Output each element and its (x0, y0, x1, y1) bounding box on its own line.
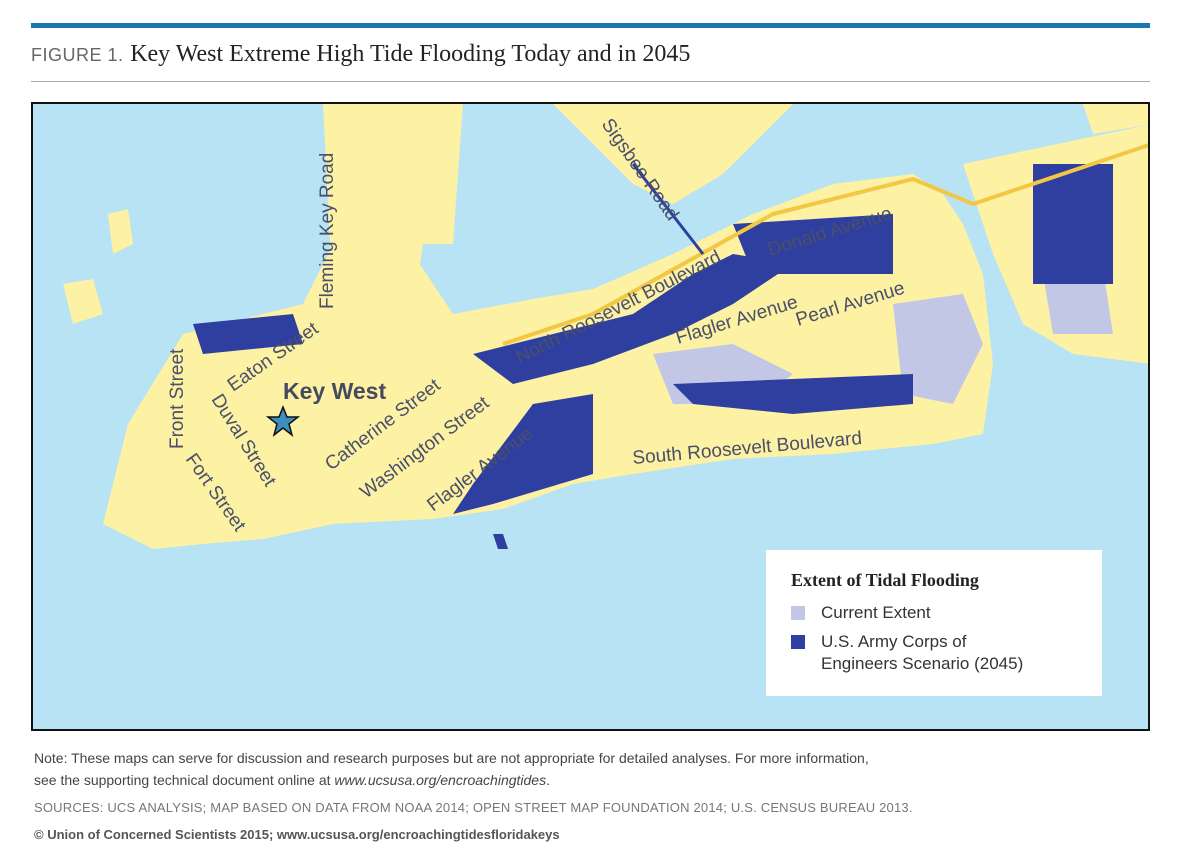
note-line: Note: These maps can serve for discussio… (34, 750, 869, 766)
legend-swatch (791, 606, 805, 620)
fleming-key (323, 104, 463, 314)
legend-label: Engineers Scenario (2045) (821, 654, 1024, 673)
note-text: see the supporting technical document on… (34, 772, 335, 788)
figure-title-text: Key West Extreme High Tide Flooding Toda… (130, 41, 691, 67)
map: Fleming Key Road Sigsbee Road Front Stre… (31, 102, 1150, 731)
top-accent-bar (31, 23, 1150, 28)
copyright: © Union of Concerned Scientists 2015; ww… (34, 827, 560, 842)
note: Note: These maps can serve for discussio… (34, 747, 869, 791)
north-island (1083, 104, 1148, 134)
place-label: Key West (283, 378, 386, 404)
figure-label: FIGURE 1. (31, 45, 124, 65)
street-label: Front Street (167, 348, 188, 449)
street-label: Fleming Key Road (317, 153, 338, 309)
legend-label: Current Extent (821, 603, 931, 622)
figure-title: FIGURE 1. Key West Extreme High Tide Flo… (31, 40, 690, 68)
legend-label: U.S. Army Corps of (821, 632, 967, 651)
star-icon (265, 404, 301, 437)
note-line: see the supporting technical document on… (34, 772, 550, 788)
legend: Extent of Tidal Flooding Current Extent … (766, 550, 1102, 696)
legend-title: Extent of Tidal Flooding (791, 570, 979, 590)
highway (502, 143, 1148, 346)
small-island-2 (108, 209, 133, 254)
small-island (63, 279, 103, 324)
sigsbee-island (553, 104, 793, 204)
note-link[interactable]: www.ucsusa.org/encroachingtides (334, 772, 547, 788)
scenario-2045-areas (193, 164, 1113, 549)
sigsbee-causeway (631, 163, 705, 255)
sources: SOURCES: UCS ANALYSIS; MAP BASED ON DATA… (34, 800, 913, 815)
legend-swatch (791, 635, 805, 649)
map-svg: Fleming Key Road Sigsbee Road Front Stre… (63, 104, 1148, 549)
divider (31, 81, 1150, 82)
